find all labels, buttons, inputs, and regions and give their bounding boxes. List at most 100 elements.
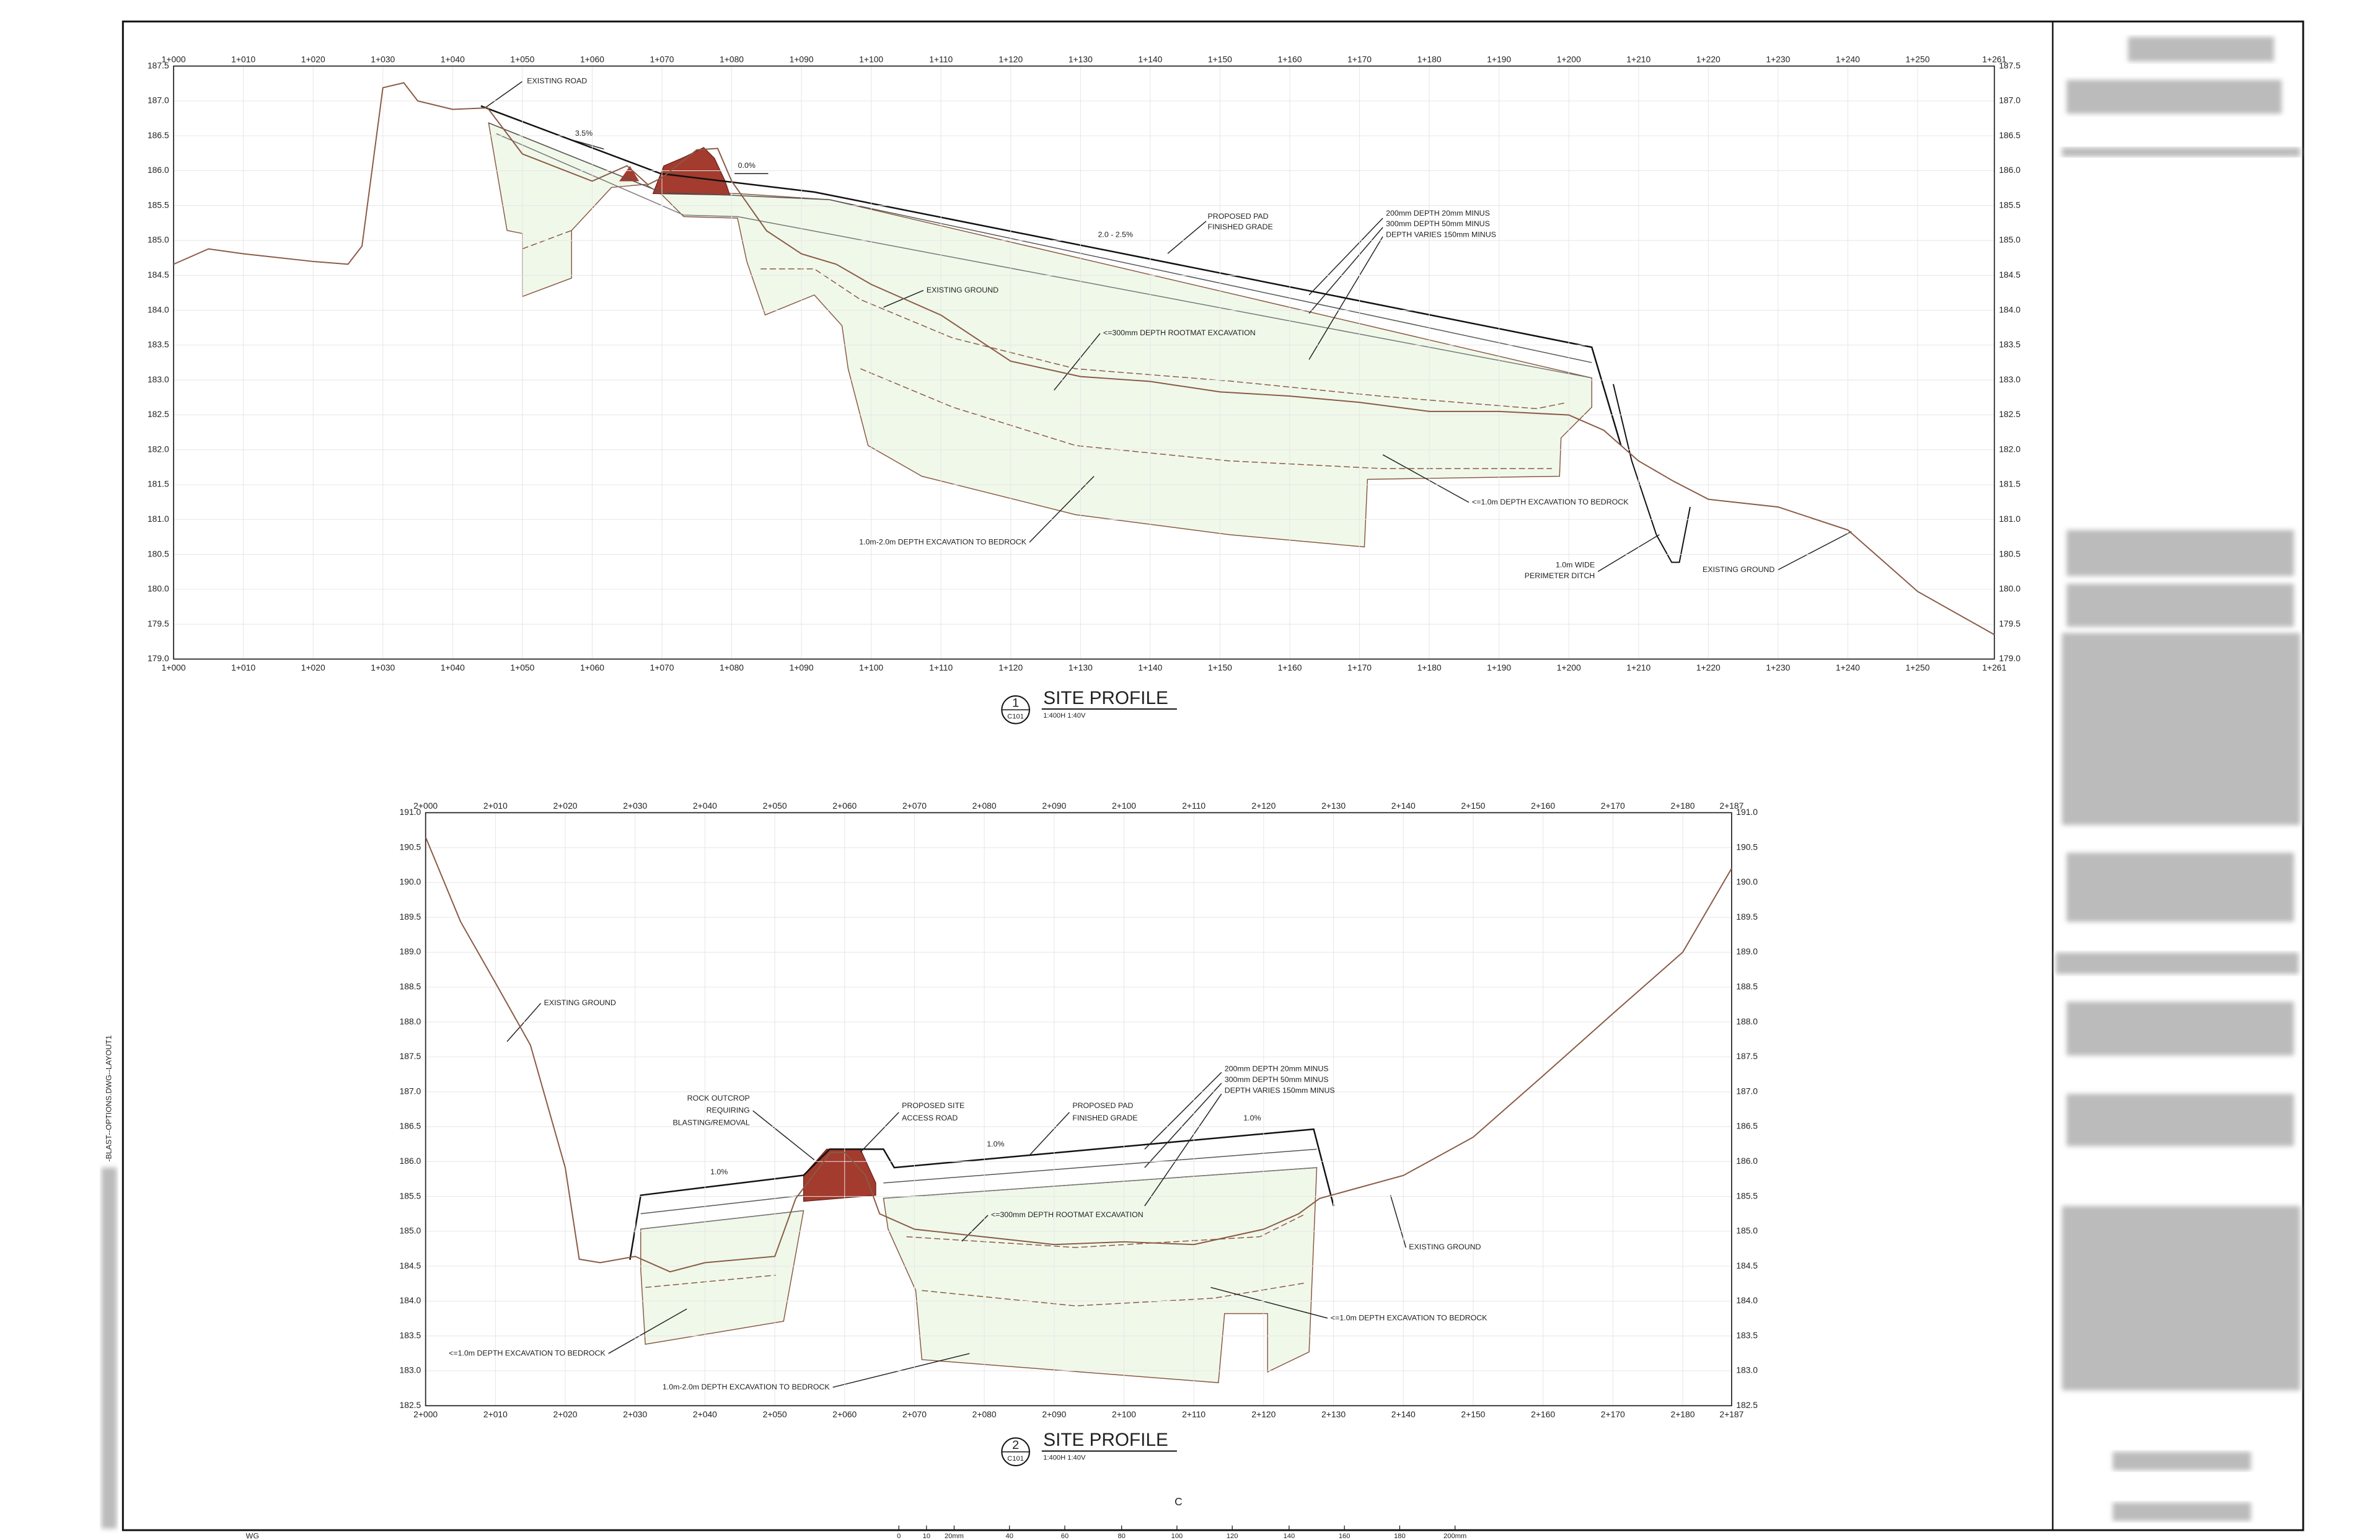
y-tick-label: 187.5 xyxy=(1736,1051,1758,1061)
x-tick-label: 1+010 xyxy=(231,662,255,672)
x-tick-label: 2+040 xyxy=(693,801,717,811)
x-tick-label: 1+110 xyxy=(929,662,953,672)
x-tick-label: 2+150 xyxy=(1461,1409,1485,1419)
y-tick-label: 184.0 xyxy=(400,1295,421,1305)
y-tick-label: 186.0 xyxy=(148,165,169,175)
sheet-ref: C101 xyxy=(1007,713,1024,720)
x-tick-label: 1+080 xyxy=(720,54,744,64)
x-tick-label: 1+170 xyxy=(1347,54,1372,64)
annotation: 2.0 - 2.5% xyxy=(1098,231,1133,239)
y-tick-label: 184.5 xyxy=(400,1261,421,1270)
y-tick-label: 187.0 xyxy=(1736,1086,1758,1096)
x-tick-label: 1+160 xyxy=(1277,662,1302,672)
title-block xyxy=(101,37,2301,1529)
x-tick-label: 1+090 xyxy=(790,54,814,64)
drawn-by: WG xyxy=(246,1531,259,1540)
y-tick-label: 182.5 xyxy=(400,1400,421,1410)
x-tick-label: 2+120 xyxy=(1251,1409,1276,1419)
y-tick-label: 186.5 xyxy=(148,130,169,140)
x-tick-label: 1+160 xyxy=(1277,54,1302,64)
y-tick-label: 182.5 xyxy=(1999,409,2021,419)
x-tick-label: 1+200 xyxy=(1557,662,1581,672)
scale-label: 160 xyxy=(1339,1533,1351,1540)
x-tick-label: 1+170 xyxy=(1347,662,1372,672)
y-tick-label: 180.0 xyxy=(1999,584,2021,594)
annotation: <=1.0m DEPTH EXCAVATION TO BEDROCK xyxy=(449,1349,606,1357)
x-tick-label: 1+261 xyxy=(1982,662,2006,672)
annotation: EXISTING GROUND xyxy=(1409,1243,1481,1251)
x-tick-label: 1+080 xyxy=(720,662,744,672)
x-tick-label: 2+080 xyxy=(972,801,997,811)
annotation: EXISTING GROUND xyxy=(927,286,998,294)
y-tick-label: 185.0 xyxy=(148,235,169,245)
y-tick-label: 189.0 xyxy=(400,946,421,956)
y-tick-label: 190.0 xyxy=(1736,877,1758,887)
y-tick-label: 184.0 xyxy=(1999,304,2021,314)
x-tick-label: 1+140 xyxy=(1138,662,1162,672)
y-tick-label: 181.0 xyxy=(1999,514,2021,524)
x-tick-label: 1+000 xyxy=(162,662,186,672)
x-tick-label: 2+000 xyxy=(413,1409,438,1419)
x-tick-label: 2+030 xyxy=(623,801,647,811)
y-tick-label: 186.0 xyxy=(1999,165,2021,175)
y-tick-label: 191.0 xyxy=(1736,807,1758,817)
x-tick-label: 1+180 xyxy=(1417,662,1442,672)
x-tick-label: 1+120 xyxy=(998,662,1023,672)
x-tick-label: 2+060 xyxy=(832,1409,857,1419)
x-tick-label: 1+130 xyxy=(1069,662,1093,672)
x-tick-label: 2+140 xyxy=(1391,801,1416,811)
y-tick-label: 184.0 xyxy=(148,304,169,314)
annotation: 1.0m-2.0m DEPTH EXCAVATION TO BEDROCK xyxy=(859,537,1027,546)
profile-title: SITE PROFILE xyxy=(1043,688,1168,708)
y-tick-label: 182.5 xyxy=(1736,1400,1758,1410)
x-tick-label: 2+170 xyxy=(1601,1409,1625,1419)
x-tick-label: 2+180 xyxy=(1670,801,1695,811)
x-tick-label: 1+020 xyxy=(301,54,325,64)
profile-1-design xyxy=(480,81,1852,572)
y-tick-label: 187.5 xyxy=(400,1051,421,1061)
scale-label: 200mm xyxy=(1443,1533,1466,1540)
annotation: 1.0% xyxy=(987,1140,1004,1148)
plot-frame xyxy=(425,812,1732,1407)
y-tick-label: 182.5 xyxy=(148,409,169,419)
x-tick-label: 2+050 xyxy=(763,801,787,811)
scale-label: 60 xyxy=(1061,1533,1069,1540)
x-tick-label: 1+250 xyxy=(1905,662,1929,672)
x-tick-label: 1+180 xyxy=(1417,54,1442,64)
y-tick-label: 186.5 xyxy=(1999,130,2021,140)
x-tick-label: 1+190 xyxy=(1487,662,1511,672)
y-tick-label: 180.5 xyxy=(148,548,169,558)
y-tick-label: 183.0 xyxy=(148,374,169,384)
plot-frame xyxy=(173,65,1995,660)
y-tick-label: 186.5 xyxy=(400,1121,421,1131)
x-tick-label: 2+160 xyxy=(1531,1409,1555,1419)
y-tick-label: 181.5 xyxy=(1999,479,2021,489)
x-tick-label: 2+160 xyxy=(1531,801,1555,811)
y-tick-label: 179.0 xyxy=(148,653,169,663)
y-tick-label: 182.0 xyxy=(1999,444,2021,454)
annotation: FINISHED GRADE xyxy=(1208,222,1273,231)
y-tick-label: 187.5 xyxy=(1999,60,2021,70)
x-tick-label: 1+130 xyxy=(1069,54,1093,64)
x-tick-label: 2+130 xyxy=(1321,801,1346,811)
y-tick-label: 190.5 xyxy=(1736,842,1758,851)
y-tick-label: 189.5 xyxy=(1736,912,1758,922)
x-tick-label: 2+187 xyxy=(1719,1409,1743,1419)
annotation: <=300mm DEPTH ROOTMAT EXCAVATION xyxy=(991,1210,1144,1219)
y-tick-label: 181.0 xyxy=(148,514,169,524)
y-tick-label: 183.5 xyxy=(1736,1330,1758,1340)
x-tick-label: 2+090 xyxy=(1042,1409,1066,1419)
y-tick-label: 179.0 xyxy=(1999,653,2021,663)
x-tick-label: 1+120 xyxy=(998,54,1023,64)
x-tick-label: 2+040 xyxy=(693,1409,717,1419)
y-tick-label: 183.5 xyxy=(148,340,169,350)
y-tick-label: 184.5 xyxy=(1736,1261,1758,1270)
y-tick-label: 191.0 xyxy=(400,807,421,817)
x-tick-label: 1+040 xyxy=(441,662,465,672)
y-tick-label: 183.5 xyxy=(400,1330,421,1340)
annotation: 200mm DEPTH 20mm MINUS xyxy=(1386,209,1490,218)
y-tick-label: 185.5 xyxy=(400,1190,421,1200)
x-tick-label: 1+050 xyxy=(510,662,534,672)
y-tick-label: 184.0 xyxy=(1736,1295,1758,1305)
